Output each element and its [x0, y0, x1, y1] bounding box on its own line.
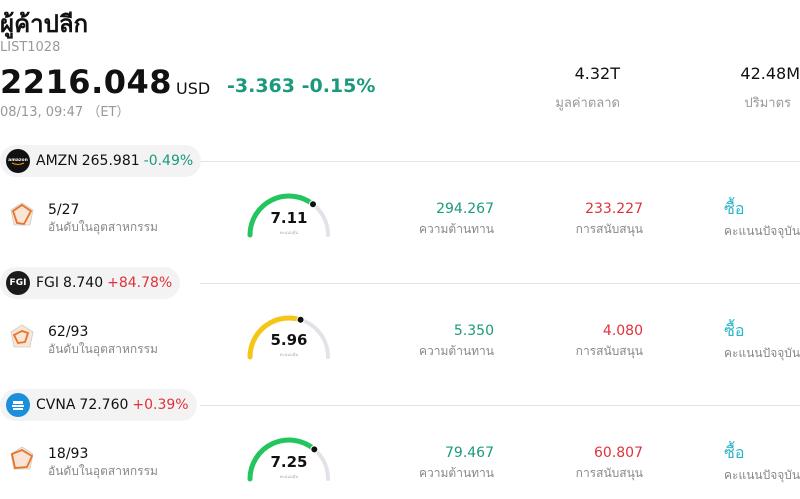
stock-score-label: คะแนนหุ้น — [279, 230, 299, 235]
support-label: การสนับสนุน — [575, 222, 643, 236]
recommendation[interactable]: ซื้อ — [724, 443, 745, 462]
resistance-value: 5.350 — [453, 323, 494, 339]
stock-pill[interactable]: CVNA 72.760 +0.39% — [0, 389, 197, 421]
industry-rank: 62/93 — [48, 324, 89, 340]
stock-score: 7.25 — [270, 453, 308, 471]
industry-rank-label: อันดับในอุตสาหกรรม — [48, 342, 158, 356]
resistance-label: ความต้านทาน — [419, 222, 494, 236]
stock-score: 5.96 — [270, 331, 308, 349]
support-label: การสนับสนุน — [575, 466, 643, 480]
industry-rank-label: อันดับในอุตสาหกรรม — [48, 220, 158, 234]
stock-price: 72.760 — [79, 397, 129, 413]
radar-icon — [10, 202, 34, 226]
stock-row-fgi[interactable]: FGI FGI 8.740 +84.78% 62/93 อันดับในอุตส… — [0, 267, 800, 389]
carvana-logo-icon — [6, 393, 30, 417]
divider — [200, 405, 800, 406]
recommendation-label: คะแนนปัจจุบัน — [724, 224, 800, 238]
market-cap-value: 4.32T — [574, 64, 620, 83]
resistance-value: 294.267 — [436, 201, 494, 217]
fgi-logo-text: FGI — [9, 278, 27, 288]
stock-row-amzn[interactable]: amazon AMZN 265.981 -0.49% 5/27 อันดับใน… — [0, 145, 800, 267]
recommendation[interactable]: ซื้อ — [724, 199, 745, 218]
currency-label: USD — [176, 79, 211, 98]
amazon-logo-icon: amazon — [6, 149, 30, 173]
industry-rank-label: อันดับในอุตสาหกรรม — [48, 464, 158, 478]
gauge-fill — [247, 315, 304, 360]
stock-score-label: คะแนนหุ้น — [279, 352, 299, 357]
radar-icon — [10, 324, 34, 348]
amazon-logo-text: amazon — [8, 158, 28, 163]
stock-price: 265.981 — [81, 153, 140, 169]
industry-rank: 5/27 — [48, 202, 80, 218]
stock-score: 7.11 — [270, 209, 308, 227]
score-gauge — [247, 315, 330, 360]
resistance-value: 79.467 — [445, 445, 494, 461]
stock-symbol: FGI — [36, 275, 60, 291]
volume-value: 42.48M — [740, 64, 800, 83]
index-price: 2216.048 — [0, 63, 173, 101]
stock-symbol: AMZN — [36, 153, 78, 169]
gauge-marker — [296, 315, 305, 324]
market-cap-label: มูลค่าตลาด — [555, 96, 620, 111]
stock-score-label: คะแนนหุ้น — [279, 474, 299, 479]
page-title: ผู้ค้าปลีก — [0, 10, 89, 38]
divider — [200, 283, 800, 284]
resistance-label: ความต้านทาน — [419, 344, 494, 358]
support-label: การสนับสนุน — [575, 344, 643, 358]
industry-rank: 18/93 — [48, 446, 89, 462]
stock-change: +0.39% — [132, 397, 189, 413]
gauge-marker — [310, 445, 319, 454]
fgi-logo-icon: FGI — [6, 271, 30, 295]
stock-change: -0.49% — [143, 153, 194, 169]
stock-row-cvna[interactable]: CVNA 72.760 +0.39% 18/93 อันดับในอุตสาหก… — [0, 389, 800, 499]
radar-icon — [10, 446, 34, 470]
score-gauge — [247, 193, 330, 238]
timestamp: 08/13, 09:47 （ET） — [0, 105, 130, 120]
gauge-fill — [247, 437, 317, 482]
stock-change: +84.78% — [107, 275, 173, 291]
stock-price: 8.740 — [63, 275, 104, 291]
support-value: 4.080 — [602, 323, 643, 339]
volume-label: ปริมาตร — [744, 96, 791, 111]
score-gauge — [247, 437, 330, 482]
price-change: -3.363 -0.15% — [227, 75, 376, 97]
recommendation-label: คะแนนปัจจุบัน — [724, 468, 800, 482]
support-value: 60.807 — [594, 445, 643, 461]
support-value: 233.227 — [585, 201, 643, 217]
gauge-marker — [309, 200, 317, 209]
resistance-label: ความต้านทาน — [419, 466, 494, 480]
stock-pill[interactable]: amazon AMZN 265.981 -0.49% — [0, 145, 202, 177]
recommendation-label: คะแนนปัจจุบัน — [724, 346, 800, 360]
gauge-fill — [247, 193, 316, 238]
divider — [200, 161, 800, 162]
recommendation[interactable]: ซื้อ — [724, 321, 745, 340]
list-code: LIST1028 — [0, 40, 61, 55]
stock-symbol: CVNA — [36, 397, 76, 413]
stock-pill[interactable]: FGI FGI 8.740 +84.78% — [0, 267, 181, 299]
